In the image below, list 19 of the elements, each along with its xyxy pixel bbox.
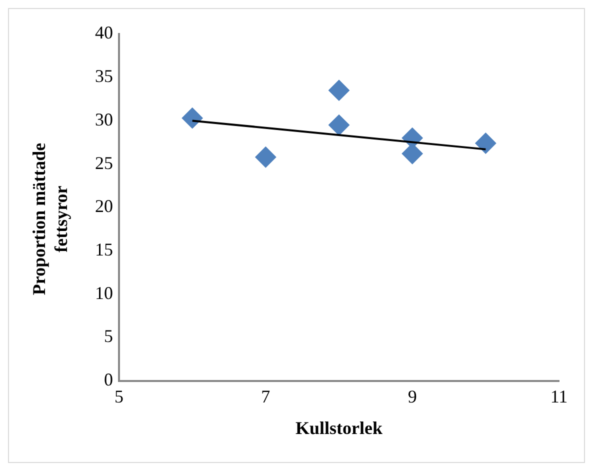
point	[255, 146, 276, 168]
y-tick-label: 0	[104, 370, 113, 390]
point	[328, 114, 350, 136]
y-tick-label: 25	[95, 152, 113, 173]
point	[328, 80, 350, 101]
x-tick-label: 9	[408, 386, 417, 406]
y-tick-label: 35	[95, 66, 113, 86]
y-tick-label: 5	[104, 326, 113, 346]
point	[182, 108, 203, 129]
y-tick-label: 40	[95, 22, 113, 43]
y-tick-label: 15	[95, 239, 113, 260]
y-tick-label: 30	[95, 109, 113, 130]
y-tick-label: 20	[95, 196, 113, 216]
x-tick-label: 7	[261, 386, 270, 406]
y-tick-label: 10	[95, 282, 113, 303]
point	[475, 132, 496, 154]
x-axis-title: Kullstorlek	[295, 418, 383, 438]
y-axis-title: Proportion mättade fettsyror	[28, 142, 72, 298]
x-tick-label: 11	[550, 386, 568, 406]
